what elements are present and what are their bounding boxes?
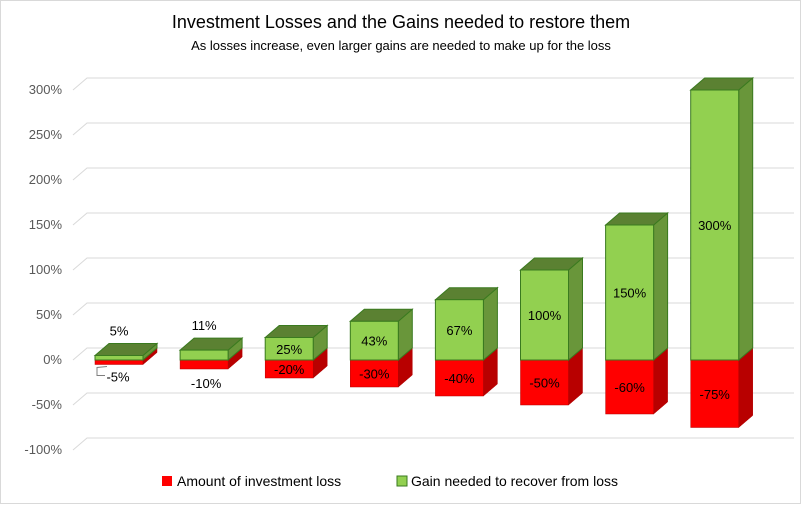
gain-bar-front [94, 355, 144, 361]
bars [93, 76, 755, 429]
gain-data-label: 43% [361, 334, 387, 349]
gain-bar [263, 324, 329, 362]
y-tick-label: 250% [29, 127, 63, 142]
chart-title: Investment Losses and the Gains needed t… [172, 12, 630, 32]
gridline [72, 302, 794, 316]
gain-bar-front [179, 349, 229, 361]
gain-bar [434, 286, 499, 362]
gridline [72, 77, 794, 91]
y-tick-label: 300% [29, 82, 63, 97]
gain-bar-side [653, 211, 669, 362]
gain-data-label: 25% [276, 342, 302, 357]
gain-bar [93, 342, 159, 362]
gain-bar-front [349, 320, 399, 361]
y-tick-label: 50% [36, 307, 62, 322]
legend-swatch-gain [396, 475, 408, 487]
y-axis: 300% 250% 200% 150% 100% 50% 0% -50% -100% [24, 82, 62, 457]
loss-bar-side [738, 347, 753, 429]
gain-data-label: 67% [446, 323, 472, 338]
y-tick-label: 0% [43, 352, 62, 367]
gain-bar [689, 76, 755, 362]
loss-bar-front [179, 359, 229, 370]
gain-bar [604, 211, 669, 362]
gridline [72, 212, 794, 226]
loss-bar-front [94, 359, 144, 365]
loss-data-label: -30% [359, 367, 390, 382]
gain-bar-side [738, 76, 754, 362]
gain-bar-side [568, 256, 583, 362]
loss-data-label: -60% [614, 380, 645, 395]
gain-bar-front [264, 337, 314, 361]
leader-line [96, 366, 108, 376]
gain-data-label: 100% [528, 308, 562, 323]
loss-bar-front [690, 359, 739, 428]
gridline [72, 167, 794, 181]
chart-subtitle: As losses increase, even larger gains ar… [191, 38, 611, 53]
gridline [72, 122, 794, 136]
gain-bar [519, 256, 584, 362]
gain-data-label: 300% [698, 218, 732, 233]
loss-data-label: -40% [444, 371, 475, 386]
gridlines [72, 77, 794, 451]
gain-data-label: 11% [192, 318, 217, 333]
loss-bar-front [520, 359, 569, 406]
gain-bar-front [434, 299, 484, 361]
gain-data-label: 150% [613, 286, 647, 301]
loss-bar-front [605, 359, 654, 415]
gain-bar [178, 337, 244, 362]
gain-bar-front [605, 224, 655, 361]
gridline [72, 437, 794, 451]
loss-bar-front [350, 359, 399, 388]
loss-data-label: -20% [274, 362, 305, 377]
gridline [72, 392, 794, 406]
y-tick-label: 200% [29, 172, 63, 187]
legend-label-loss: Amount of investment loss [177, 473, 341, 489]
loss-data-label: -5% [106, 370, 130, 385]
y-tick-label: -50% [32, 397, 63, 412]
y-tick-label: -100% [24, 442, 62, 457]
legend-label-gain: Gain needed to recover from loss [411, 473, 618, 489]
data-labels: 5% -5% 11% -10% 25% -20% 43% -30% 67% -40% 100% -50… [96, 218, 732, 402]
gain-bar-front [520, 269, 569, 361]
y-tick-label: 100% [29, 262, 63, 277]
legend: Amount of investment loss Gain needed to… [162, 473, 618, 489]
y-tick-label: 150% [29, 217, 63, 232]
gain-bar-front [690, 89, 740, 361]
gain-bar [348, 308, 414, 362]
loss-data-label: -75% [700, 387, 731, 402]
legend-swatch-loss [162, 476, 172, 486]
loss-data-label: -10% [191, 376, 222, 391]
loss-data-label: -50% [529, 376, 560, 391]
gridline [72, 257, 794, 271]
gain-data-label: 5% [110, 324, 129, 339]
